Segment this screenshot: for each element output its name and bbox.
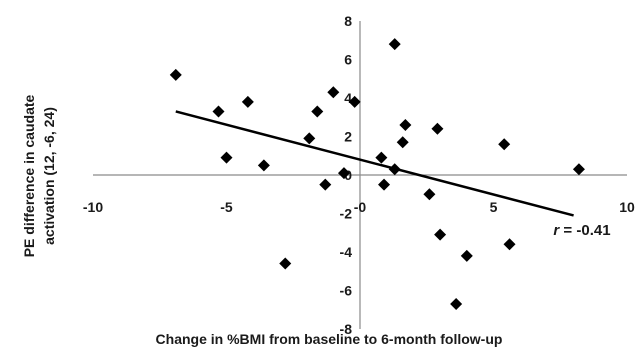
data-point bbox=[303, 132, 316, 145]
data-point bbox=[399, 118, 412, 131]
correlation-value: = -0.41 bbox=[559, 222, 610, 239]
data-point bbox=[375, 151, 388, 164]
data-point bbox=[348, 95, 361, 108]
data-point bbox=[279, 257, 292, 270]
y-tick-label: 2 bbox=[344, 129, 352, 145]
y-tick-label: 8 bbox=[344, 13, 352, 29]
y-tick-label: 0 bbox=[344, 167, 352, 183]
correlation-r-symbol: r bbox=[553, 222, 560, 239]
data-point bbox=[378, 178, 391, 191]
x-tick-label: 10 bbox=[619, 199, 635, 215]
y-tick-label: -4 bbox=[340, 244, 353, 260]
tick-labels: -10 -5 -0 5 10 8 6 4 2 0 -2 -4 -6 -8 bbox=[83, 13, 635, 337]
data-point bbox=[257, 159, 270, 172]
y-tick-label: -6 bbox=[340, 283, 353, 299]
x-tick-label: -10 bbox=[83, 199, 103, 215]
data-point bbox=[498, 138, 511, 151]
data-point bbox=[319, 178, 332, 191]
y-tick-label: 4 bbox=[344, 90, 352, 106]
data-point bbox=[450, 297, 463, 310]
data-point bbox=[220, 151, 233, 164]
data-point bbox=[311, 105, 324, 118]
data-point bbox=[388, 38, 401, 51]
data-point bbox=[337, 167, 350, 180]
data-points bbox=[169, 38, 585, 310]
data-point bbox=[241, 95, 254, 108]
y-tick-label: 6 bbox=[344, 52, 352, 68]
data-point bbox=[434, 228, 447, 241]
x-tick-label: -0 bbox=[354, 199, 367, 215]
correlation-annotation: r = -0.41 bbox=[553, 222, 610, 239]
x-tick-label: 5 bbox=[490, 199, 498, 215]
y-axis-label-line2: activation (12, -6, 24) bbox=[41, 107, 57, 245]
data-point bbox=[431, 122, 444, 135]
data-point bbox=[423, 188, 436, 201]
axes bbox=[93, 21, 627, 329]
x-axis-label: Change in %BMI from baseline to 6-month … bbox=[156, 331, 503, 347]
data-point bbox=[169, 68, 182, 81]
data-point bbox=[327, 86, 340, 99]
data-point bbox=[460, 249, 473, 262]
data-point bbox=[388, 163, 401, 176]
data-point bbox=[212, 105, 225, 118]
y-tick-label: -8 bbox=[340, 321, 353, 337]
data-point bbox=[572, 163, 585, 176]
y-axis-label-line1: PE difference in caudate bbox=[21, 94, 37, 257]
data-point bbox=[503, 238, 516, 251]
y-tick-label: -2 bbox=[340, 206, 353, 222]
trend-line bbox=[175, 110, 574, 217]
data-point bbox=[396, 136, 409, 149]
x-tick-label: -5 bbox=[220, 199, 233, 215]
